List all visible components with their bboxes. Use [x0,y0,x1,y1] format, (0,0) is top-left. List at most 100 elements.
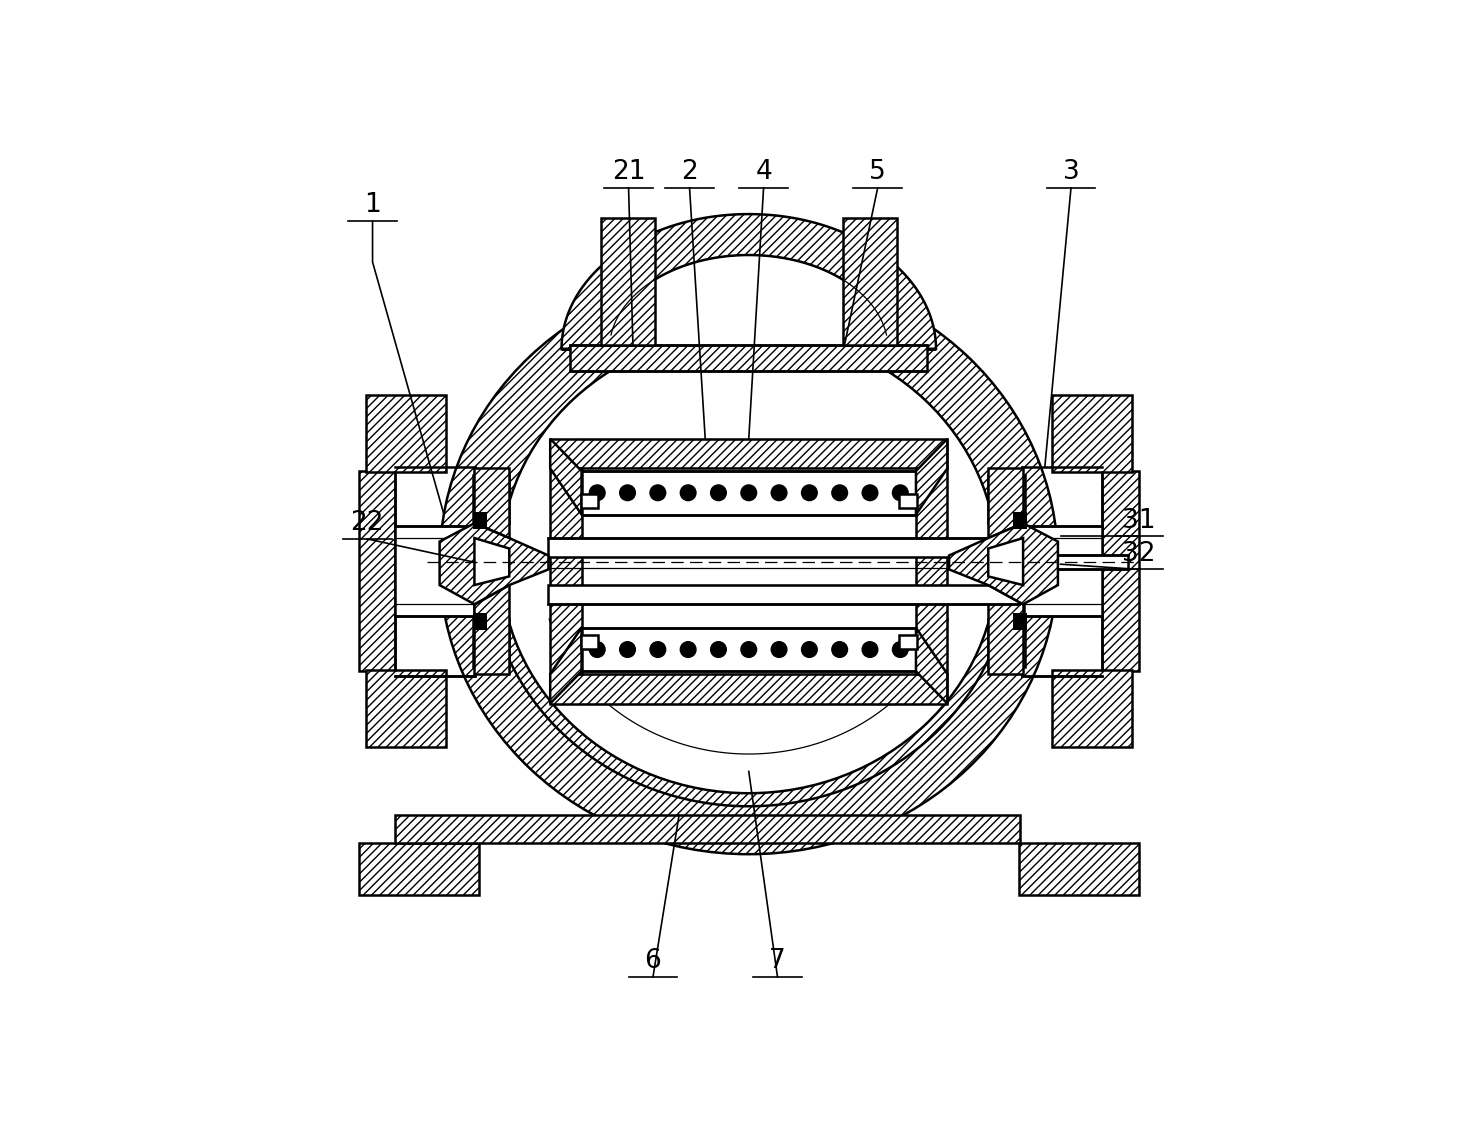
Text: 22: 22 [351,510,384,536]
Bar [473,613,487,630]
Bar [1103,470,1140,672]
Bar [358,843,479,895]
Bar [473,475,510,524]
Text: 5: 5 [869,159,885,185]
Polygon shape [916,628,947,703]
Bar [581,628,916,672]
Bar [916,468,947,674]
Bar [551,439,947,468]
Bar [1018,843,1140,895]
Bar [1052,395,1132,472]
Bar [365,395,446,472]
Text: 31: 31 [1122,508,1156,534]
Polygon shape [950,524,1058,604]
Bar [473,475,510,524]
Circle shape [741,641,757,657]
Bar [900,634,918,649]
Bar [570,345,928,371]
Text: 32: 32 [1122,541,1156,567]
Polygon shape [988,538,1023,585]
Polygon shape [561,214,937,349]
Ellipse shape [440,270,1058,854]
Circle shape [893,641,909,657]
Bar [988,475,1024,524]
Bar [916,468,947,674]
Polygon shape [475,524,510,604]
Circle shape [710,641,726,657]
Polygon shape [440,524,548,604]
Polygon shape [916,439,947,515]
Text: 21: 21 [612,159,646,185]
Bar [988,475,1024,524]
Bar [1018,555,1128,569]
Text: 3: 3 [1062,159,1080,185]
Bar [900,493,918,508]
Bar [365,671,446,748]
Bar [580,493,598,508]
Bar [358,470,394,672]
Polygon shape [988,468,1023,674]
Bar [1103,470,1140,672]
Circle shape [650,641,666,657]
Polygon shape [609,254,888,349]
Circle shape [771,485,787,501]
Circle shape [710,485,726,501]
Bar [365,395,446,472]
Circle shape [589,641,605,657]
Bar [581,470,916,515]
Text: 2: 2 [681,159,698,185]
Text: 6: 6 [644,948,662,974]
Bar [548,585,1018,604]
Text: 4: 4 [755,159,771,185]
Bar [1012,512,1027,529]
Polygon shape [551,628,581,703]
Circle shape [771,641,787,657]
Polygon shape [551,439,581,515]
Bar [394,526,473,616]
Circle shape [893,485,909,501]
Polygon shape [475,538,510,585]
Bar [843,218,897,345]
Bar [843,218,897,345]
Bar [580,634,598,649]
Circle shape [862,641,878,657]
Ellipse shape [501,331,996,793]
Circle shape [802,485,817,501]
Bar [1052,671,1132,748]
Bar [551,468,581,674]
Text: 1: 1 [364,192,381,218]
Bar [1018,843,1140,895]
Bar [1052,395,1132,472]
Bar [358,470,394,672]
Bar [394,815,1020,843]
Bar [600,218,655,345]
Bar [551,439,947,468]
Circle shape [681,485,695,501]
Bar [473,619,510,667]
Polygon shape [475,468,510,674]
Circle shape [831,641,847,657]
Bar [551,674,947,703]
Bar [1052,671,1132,748]
Polygon shape [988,524,1023,604]
Bar [570,345,928,371]
Bar [358,843,479,895]
Text: 7: 7 [768,948,786,974]
Bar [1012,613,1027,630]
Circle shape [831,485,847,501]
Bar [600,218,655,345]
Circle shape [619,641,636,657]
Bar [473,512,487,529]
Circle shape [741,485,757,501]
Bar [548,538,1018,558]
Circle shape [681,641,695,657]
Bar [473,619,510,667]
Circle shape [619,485,636,501]
Bar [394,815,1020,843]
Circle shape [802,641,817,657]
Bar [988,619,1024,667]
Bar [1024,526,1103,616]
Bar [365,671,446,748]
Circle shape [862,485,878,501]
Bar [988,619,1024,667]
